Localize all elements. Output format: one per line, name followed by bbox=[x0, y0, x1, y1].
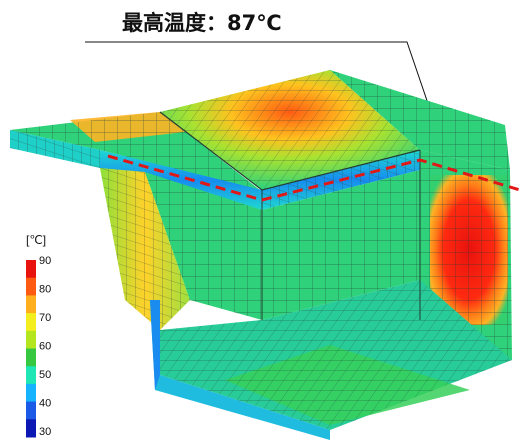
bottom-slab-front bbox=[150, 300, 330, 440]
legend-band bbox=[26, 366, 36, 385]
legend-band bbox=[26, 330, 36, 349]
legend-band bbox=[26, 260, 36, 279]
section-line bbox=[107, 154, 521, 202]
temperature-legend: [℃] 90 80 70 60 50 40 30 bbox=[26, 233, 51, 438]
legend-band bbox=[26, 348, 36, 367]
legend-tick-label: 80 bbox=[39, 284, 51, 296]
legend-tick-label: 40 bbox=[39, 398, 51, 410]
legend-tick-label: 50 bbox=[39, 369, 51, 381]
legend-tick-labels: 90 80 70 60 50 40 30 bbox=[39, 255, 51, 438]
legend-tick-label: 30 bbox=[39, 426, 51, 438]
fem-structure bbox=[10, 70, 512, 440]
legend-unit-label: [℃] bbox=[26, 233, 46, 247]
legend-band bbox=[26, 383, 36, 403]
bottom-slab-edge bbox=[150, 300, 160, 390]
legend-tick-label: 70 bbox=[39, 312, 51, 324]
legend-band bbox=[26, 277, 36, 296]
legend-band bbox=[26, 419, 36, 438]
legend-tick-label: 90 bbox=[39, 255, 51, 267]
legend-band bbox=[26, 313, 36, 332]
max-temperature-label: 最高温度：87℃ bbox=[122, 11, 282, 35]
legend-band bbox=[26, 295, 36, 314]
legend-band bbox=[26, 401, 36, 420]
legend-color-bar bbox=[26, 260, 36, 438]
legend-tick-label: 60 bbox=[39, 341, 51, 353]
